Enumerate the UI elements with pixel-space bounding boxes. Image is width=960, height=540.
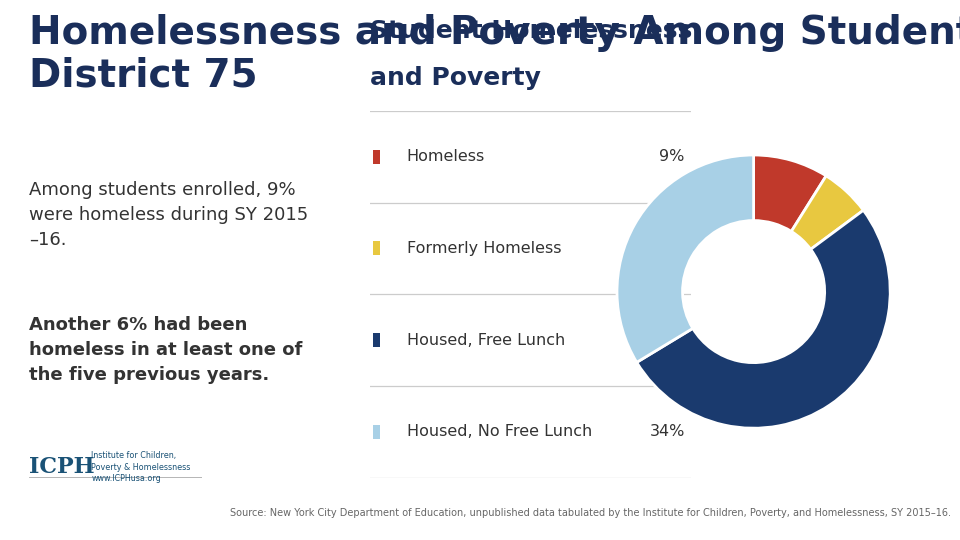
Bar xyxy=(372,241,379,255)
Wedge shape xyxy=(754,155,827,232)
Text: Homelessness and Poverty Among Students in: Homelessness and Poverty Among Students … xyxy=(29,14,960,51)
Bar xyxy=(372,150,379,164)
Text: Formerly Homeless: Formerly Homeless xyxy=(407,241,561,256)
Text: Among students enrolled, 9%
were homeless during SY 2015
–16.: Among students enrolled, 9% were homeles… xyxy=(29,181,308,249)
Text: Housed, No Free Lunch: Housed, No Free Lunch xyxy=(407,424,591,440)
Wedge shape xyxy=(636,210,890,428)
Text: 52%: 52% xyxy=(649,333,684,348)
Text: District 75: District 75 xyxy=(29,57,257,94)
Text: Student Homelessness: Student Homelessness xyxy=(370,19,692,43)
Wedge shape xyxy=(791,176,863,249)
Text: Institute for Children,
Poverty & Homelessness
www.ICPHusa.org: Institute for Children, Poverty & Homele… xyxy=(91,451,191,483)
Text: Source: New York City Department of Education, unpublished data tabulated by the: Source: New York City Department of Educ… xyxy=(230,508,951,518)
Bar xyxy=(372,333,379,347)
Text: and Poverty: and Poverty xyxy=(370,66,540,90)
Text: Homeless: Homeless xyxy=(407,149,485,164)
Text: 9%: 9% xyxy=(660,149,684,164)
Text: 34%: 34% xyxy=(649,424,684,440)
Text: ICPH: ICPH xyxy=(29,456,94,478)
Wedge shape xyxy=(617,155,754,362)
Text: 6%: 6% xyxy=(660,241,684,256)
Bar xyxy=(372,425,379,439)
Text: Housed, Free Lunch: Housed, Free Lunch xyxy=(407,333,564,348)
Text: Another 6% had been
homeless in at least one of
the five previous years.: Another 6% had been homeless in at least… xyxy=(29,316,302,384)
